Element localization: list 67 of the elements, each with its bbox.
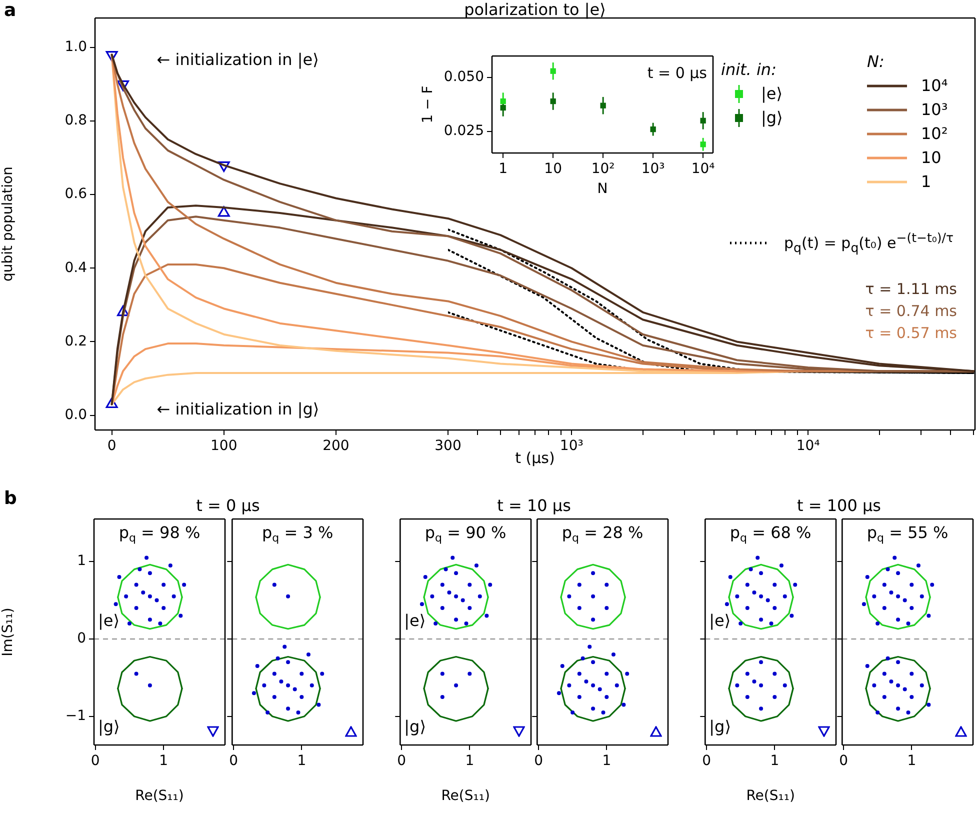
annotation: |g⟩	[709, 717, 731, 736]
annotation: ← initialization in |e⟩	[156, 50, 319, 69]
y-tick-label: 1.0	[64, 39, 87, 56]
chart-title: t = 100 µs	[796, 496, 882, 515]
legend-label: 10²	[921, 123, 948, 145]
y-tick-label: 1	[77, 553, 86, 570]
x-axis-title: Re(S₁₁)	[746, 788, 795, 804]
x-tick-label: 0	[839, 753, 848, 770]
x-tick-label: 10⁴	[796, 438, 820, 454]
annotation: |e⟩	[709, 611, 731, 630]
x-tick-label: 0	[702, 753, 711, 770]
x-tick-label: 300	[434, 438, 462, 454]
x-tick-label: 1	[159, 753, 168, 770]
x-tick-label: 10²	[591, 161, 615, 178]
legend-label: |e⟩	[761, 83, 782, 105]
y-tick-label: 0.8	[64, 112, 87, 129]
x-tick-label: 200	[322, 438, 350, 454]
x-tick-label: 1	[602, 753, 612, 770]
y-tick-label: −1	[65, 708, 86, 724]
y-axis-title: 1 − F	[420, 86, 436, 124]
annotation: |g⟩	[404, 717, 426, 736]
y-tick-label: 0.4	[64, 260, 88, 276]
annotation: τ = 1.11 ms	[865, 280, 958, 298]
y-tick-label: 0.050	[444, 69, 484, 86]
legend-label: p$_{q}$(t) = p$_{q}$(t₀) e$^{−(t−t₀)/τ}$	[784, 230, 954, 255]
x-tick-label: 1	[770, 753, 780, 770]
x-tick-label: 10⁴	[691, 161, 716, 178]
x-axis-title: Re(S₁₁)	[135, 788, 184, 804]
legend-label: 10³	[921, 99, 948, 121]
annotation: |g⟩	[98, 717, 120, 736]
x-tick-label: 0	[229, 753, 238, 770]
y-tick-label: 0	[77, 630, 86, 647]
x-tick-label: 1	[498, 161, 508, 178]
x-tick-label: 0	[397, 753, 406, 770]
legend-label: 10⁴	[921, 75, 948, 97]
x-axis-title: t (µs)	[515, 449, 555, 467]
legend-title: init. in:	[721, 59, 778, 81]
x-tick-label: 1	[907, 753, 916, 770]
y-tick-label: 0.6	[64, 186, 88, 202]
y-tick-label: 0.025	[444, 123, 484, 140]
x-tick-label: 0	[534, 753, 543, 770]
chart-title: t = 0 µs	[195, 496, 261, 515]
annotation: |e⟩	[98, 611, 120, 630]
legend-label: |g⟩	[761, 107, 783, 129]
x-tick-label: 0	[90, 753, 100, 770]
text: b	[4, 488, 17, 509]
y-axis-title: qubit population	[0, 166, 16, 282]
x-tick-label: 10	[544, 161, 562, 178]
annotation: |e⟩	[404, 611, 426, 630]
chart-title: polarization to |e⟩	[463, 0, 607, 19]
x-tick-label: 10³	[560, 438, 584, 454]
chart-title: t = 10 µs	[496, 496, 572, 515]
x-axis-title: N	[597, 181, 608, 198]
y-tick-label: 0.0	[64, 406, 87, 423]
x-tick-label: 10³	[641, 161, 665, 178]
y-tick-label: 0.2	[64, 333, 87, 350]
text: a	[4, 0, 16, 21]
x-axis-title: Re(S₁₁)	[441, 788, 490, 804]
x-tick-label: 1	[297, 753, 306, 770]
annotation: ← initialization in |g⟩	[156, 399, 320, 418]
legend-title: N:	[867, 51, 886, 73]
x-tick-label: 100	[210, 438, 238, 454]
y-axis-title: Im(S₁₁)	[0, 608, 16, 656]
annotation: t = 0 µs	[647, 64, 708, 82]
annotation: τ = 0.74 ms	[865, 302, 958, 320]
x-tick-label: 0	[107, 438, 116, 454]
annotation: τ = 0.57 ms	[865, 324, 958, 342]
